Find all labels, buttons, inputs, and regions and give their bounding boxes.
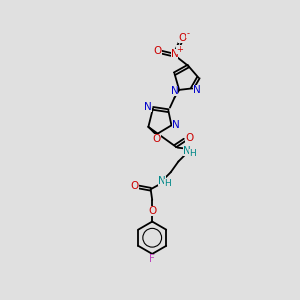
Text: N: N: [193, 85, 201, 95]
Text: O: O: [154, 46, 162, 56]
Text: N: N: [183, 146, 191, 156]
Text: N: N: [171, 86, 178, 96]
Text: N: N: [172, 119, 180, 130]
Text: H: H: [189, 148, 196, 158]
Text: O: O: [185, 133, 193, 142]
Text: O: O: [148, 206, 156, 216]
Text: +: +: [176, 45, 183, 54]
Text: N: N: [145, 102, 152, 112]
Text: O: O: [153, 134, 161, 144]
Text: H: H: [164, 179, 171, 188]
Text: N: N: [171, 49, 178, 59]
Text: -: -: [186, 29, 189, 38]
Text: F: F: [149, 254, 155, 263]
Text: O: O: [130, 181, 139, 191]
Text: O: O: [178, 32, 186, 43]
Text: N: N: [158, 176, 166, 186]
